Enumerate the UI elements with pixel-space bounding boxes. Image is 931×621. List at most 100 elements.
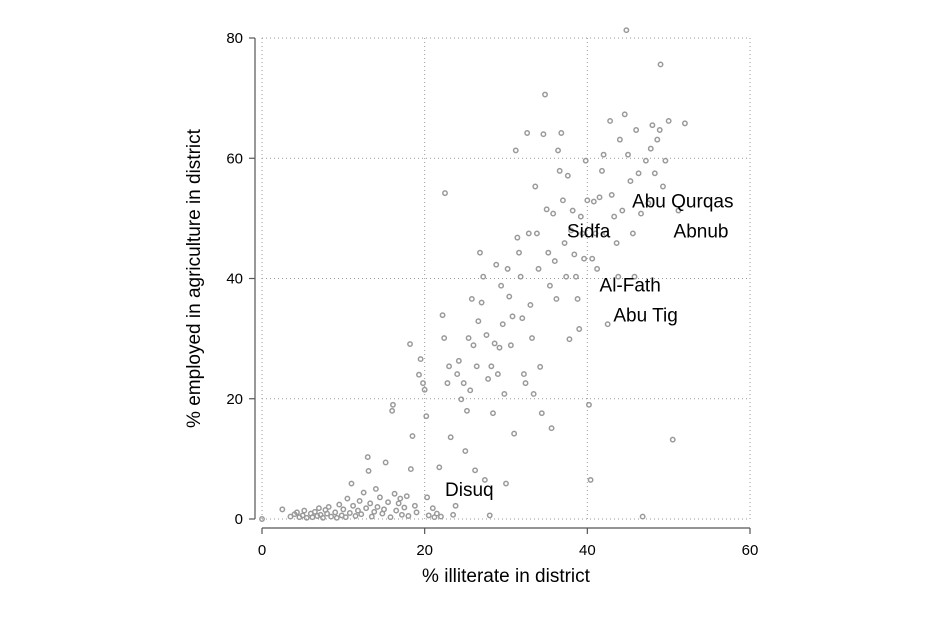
scatter-point	[555, 147, 562, 154]
scatter-point	[441, 335, 448, 341]
scatter-point	[309, 514, 316, 521]
scatter-point	[493, 261, 500, 268]
y-axis-title: % employed in agriculture in district	[184, 128, 205, 428]
scatter-point	[436, 464, 443, 471]
scatter-point	[649, 122, 656, 129]
scatter-point	[360, 489, 367, 496]
points-layer	[259, 27, 688, 522]
scatter-point	[424, 494, 431, 501]
scatter-point	[311, 508, 318, 515]
scatter-point	[439, 312, 446, 319]
scatter-point	[553, 295, 560, 302]
scatter-point	[608, 191, 615, 198]
scatter-point	[371, 508, 378, 515]
scatter-point	[530, 390, 537, 397]
scatter-point	[520, 371, 527, 378]
scatter-point	[631, 273, 638, 280]
scatter-point	[356, 498, 363, 504]
scatter-point	[407, 466, 414, 473]
scatter-point	[675, 207, 682, 214]
scatter-point	[572, 273, 579, 280]
scatter-point	[522, 380, 529, 387]
scatter-point	[485, 375, 492, 382]
scatter-point	[348, 480, 355, 487]
scatter-point	[525, 230, 532, 237]
scatter-point	[367, 500, 374, 507]
scatter-point	[615, 273, 622, 280]
scatter-point	[496, 344, 503, 351]
scatter-point	[503, 480, 509, 487]
scatter-point	[568, 227, 575, 234]
annotation-layer: Abu Qurqas Abnub Sidfa Al-Fath Abu Tig Disuq	[445, 191, 733, 501]
scatter-point	[442, 190, 448, 197]
scatter-point	[433, 510, 440, 517]
scatter-point	[425, 512, 432, 519]
scatter-point	[499, 321, 506, 328]
scatter-point	[458, 396, 465, 403]
scatter-point	[654, 136, 661, 143]
scatter-point	[324, 510, 331, 517]
scatter-point	[355, 507, 361, 514]
y-tick-label: 60	[226, 150, 243, 167]
scatter-point	[621, 111, 628, 118]
scatter-point	[537, 363, 544, 370]
scatter-point	[391, 490, 398, 497]
scatter-point	[657, 61, 664, 68]
scatter-point	[325, 504, 332, 510]
scatter-point	[342, 514, 349, 521]
scatter-point	[639, 513, 646, 520]
scatter-point	[574, 295, 581, 302]
tick-layer: 0 20 40 60 80 0 20 40 60	[226, 30, 758, 559]
scatter-point	[512, 147, 519, 154]
scatter-point	[592, 230, 599, 237]
scatter-point	[395, 500, 402, 507]
district-annotation: Abu Tig	[613, 306, 677, 327]
scatter-point	[514, 234, 521, 241]
scatter-point	[294, 509, 300, 516]
scatter-point	[538, 410, 545, 417]
scatter-point	[376, 494, 383, 501]
scatter-point	[581, 255, 588, 262]
scatter-point	[501, 390, 508, 397]
scatter-point	[409, 433, 416, 439]
scatter-point	[662, 157, 669, 164]
scatter-point	[517, 273, 524, 280]
scatter-point	[477, 249, 483, 256]
x-tick-label: 0	[258, 542, 266, 559]
scatter-point	[393, 507, 400, 514]
scatter-point	[407, 341, 413, 347]
x-tick-label: 60	[742, 542, 759, 559]
scatter-point	[464, 407, 470, 414]
scatter-point	[543, 206, 550, 213]
scatter-point	[475, 318, 482, 325]
scatter-point	[603, 230, 609, 237]
x-tick-label: 40	[579, 542, 596, 559]
y-tick-label: 80	[226, 30, 243, 47]
scatter-point	[498, 282, 505, 289]
scatter-point	[647, 145, 654, 152]
scatter-point	[480, 273, 487, 280]
scatter-point	[421, 386, 428, 393]
scatter-point	[364, 454, 371, 461]
scatter-point	[587, 476, 594, 483]
scatter-point	[546, 282, 553, 289]
scatter-point	[509, 313, 516, 320]
grid-layer	[261, 37, 751, 520]
scatter-point	[429, 505, 436, 512]
scatter-point	[299, 512, 306, 519]
scatter-point	[372, 485, 379, 492]
scatter-point	[401, 504, 408, 511]
scatter-point	[417, 356, 424, 363]
scatter-point	[504, 265, 511, 272]
scatter-point	[535, 265, 542, 272]
scatter-point	[613, 240, 620, 246]
scatter-point	[642, 157, 649, 164]
scatter-point	[633, 127, 640, 133]
scatter-point	[481, 476, 488, 483]
scatter-point	[303, 514, 310, 521]
scatter-point	[333, 514, 340, 521]
scatter-point	[564, 172, 571, 179]
scatter-point	[542, 91, 548, 98]
scatter-point	[660, 183, 666, 190]
scatter-point	[563, 273, 570, 280]
